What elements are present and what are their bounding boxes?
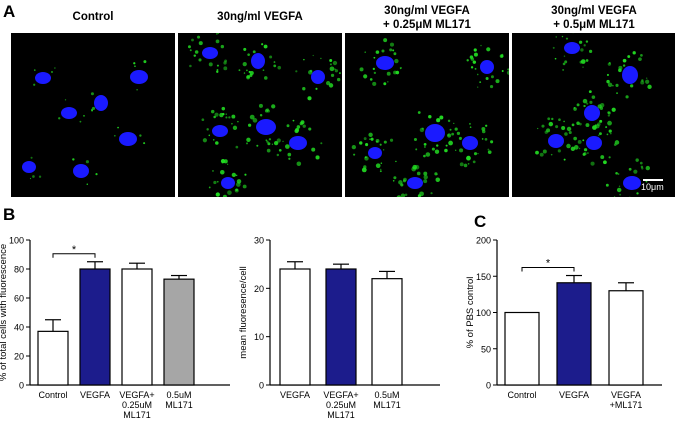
significance-bracket <box>521 267 575 272</box>
y-tick-label: 30 <box>254 236 264 246</box>
x-tick-label: ML171 <box>327 410 355 420</box>
nucleus <box>221 177 235 189</box>
bar <box>556 282 592 386</box>
y-tick-label: 0 <box>486 381 491 391</box>
y-axis-label: mean fluoresence/cell <box>238 266 249 358</box>
image-label-line: 30ng/ml VEGFA <box>551 5 637 17</box>
y-tick-label: 10 <box>254 332 264 342</box>
bar <box>371 278 403 386</box>
bar <box>163 278 195 386</box>
y-tick-label: 100 <box>476 308 491 318</box>
nucleus <box>311 70 325 84</box>
nucleus <box>407 177 423 189</box>
nucleus <box>368 147 382 159</box>
x-tick-label: VEGFA+ <box>323 390 358 400</box>
scale-bar <box>643 179 663 181</box>
image-label-line: 30ng/ml VEGFA <box>217 11 303 23</box>
image-label-line: + 0.5μM ML171 <box>553 19 635 31</box>
image-label-3: 30ng/ml VEGFA + 0.25μM ML171 <box>345 4 509 32</box>
y-axis-label: % of total cells with fluorescence <box>0 244 9 381</box>
bar <box>79 268 111 386</box>
nucleus <box>22 161 36 173</box>
image-label-line: 30ng/ml VEGFA <box>384 5 470 17</box>
bar <box>37 330 69 386</box>
significance-bracket <box>52 253 96 258</box>
y-axis-label: % of PBS control <box>465 277 476 349</box>
y-tick-label: 50 <box>481 344 491 354</box>
x-tick-label: VEGFA <box>611 390 641 400</box>
nucleus <box>256 119 276 135</box>
x-tick-label: VEGFA <box>559 390 589 400</box>
micrograph-2 <box>178 33 342 197</box>
nucleus <box>94 95 108 111</box>
nucleus <box>376 56 394 70</box>
x-tick-label: Control <box>38 390 67 400</box>
x-tick-label: 0.5uM <box>374 390 399 400</box>
significance-label: * <box>546 258 551 270</box>
x-tick-label: ML171 <box>165 400 193 410</box>
panel-c-letter: C <box>474 212 487 231</box>
y-tick-label: 0 <box>19 381 24 391</box>
x-tick-label: VEGFA <box>80 390 110 400</box>
image-label-1: Control <box>11 10 175 24</box>
x-tick-label: Control <box>507 390 536 400</box>
y-tick-label: 60 <box>14 294 24 304</box>
x-tick-label: 0.25uM <box>122 400 152 410</box>
image-label-line: + 0.25μM ML171 <box>383 19 471 31</box>
x-tick-label: VEGFA+ <box>119 390 154 400</box>
micrograph-3 <box>345 33 509 197</box>
micrograph-1 <box>11 33 175 197</box>
chart-percent-pbs-control: 0 50 100 150 200 % of PBS control Control VEGFA… <box>465 236 662 410</box>
nucleus <box>73 164 89 178</box>
y-tick-label: 0 <box>259 381 264 391</box>
y-tick-label: 200 <box>476 236 491 246</box>
x-tick-label: 0.25uM <box>326 400 356 410</box>
nucleus <box>202 47 218 59</box>
panel-b-letter: B <box>3 205 16 224</box>
bar <box>504 311 540 386</box>
nucleus <box>586 136 602 150</box>
y-tick-label: 80 <box>14 265 24 275</box>
image-label-line: Control <box>72 11 114 23</box>
x-tick-label: ML171 <box>373 400 401 410</box>
x-tick-label: 0.5uM <box>166 390 191 400</box>
y-tick-label: 20 <box>254 284 264 294</box>
y-tick-label: 150 <box>476 272 491 282</box>
nucleus <box>212 125 228 137</box>
bar <box>325 268 357 386</box>
panel-a-letter: A <box>3 2 16 21</box>
nucleus <box>119 132 137 146</box>
nucleus <box>584 105 600 121</box>
image-label-2: 30ng/ml VEGFA <box>178 10 342 24</box>
bar <box>608 290 644 386</box>
nucleus <box>548 134 564 148</box>
y-tick-label: 100 <box>9 236 24 246</box>
nucleus <box>61 107 77 119</box>
nucleus <box>251 53 265 69</box>
nucleus <box>35 72 51 84</box>
nucleus <box>289 136 307 150</box>
nucleus <box>425 124 445 142</box>
x-tick-label: ML171 <box>123 410 151 420</box>
micrograph-4 <box>512 33 675 197</box>
x-tick-label: +ML171 <box>610 400 643 410</box>
nucleus <box>480 60 494 74</box>
x-tick-label: VEGFA <box>280 390 310 400</box>
nucleus <box>564 42 580 54</box>
scale-bar-label: 10μm <box>641 182 664 192</box>
nucleus <box>623 176 641 190</box>
significance-label: * <box>72 244 77 256</box>
image-label-4: 30ng/ml VEGFA + 0.5μM ML171 <box>512 4 675 32</box>
bar <box>121 268 153 386</box>
chart-cells-with-fluorescence: 0 20 40 60 80 100% of total cells with fluore… <box>0 236 230 420</box>
y-tick-label: 40 <box>14 323 24 333</box>
bar <box>279 268 311 386</box>
y-tick-label: 20 <box>14 352 24 362</box>
nucleus <box>622 66 638 84</box>
nucleus <box>462 136 478 150</box>
nucleus <box>130 70 148 84</box>
